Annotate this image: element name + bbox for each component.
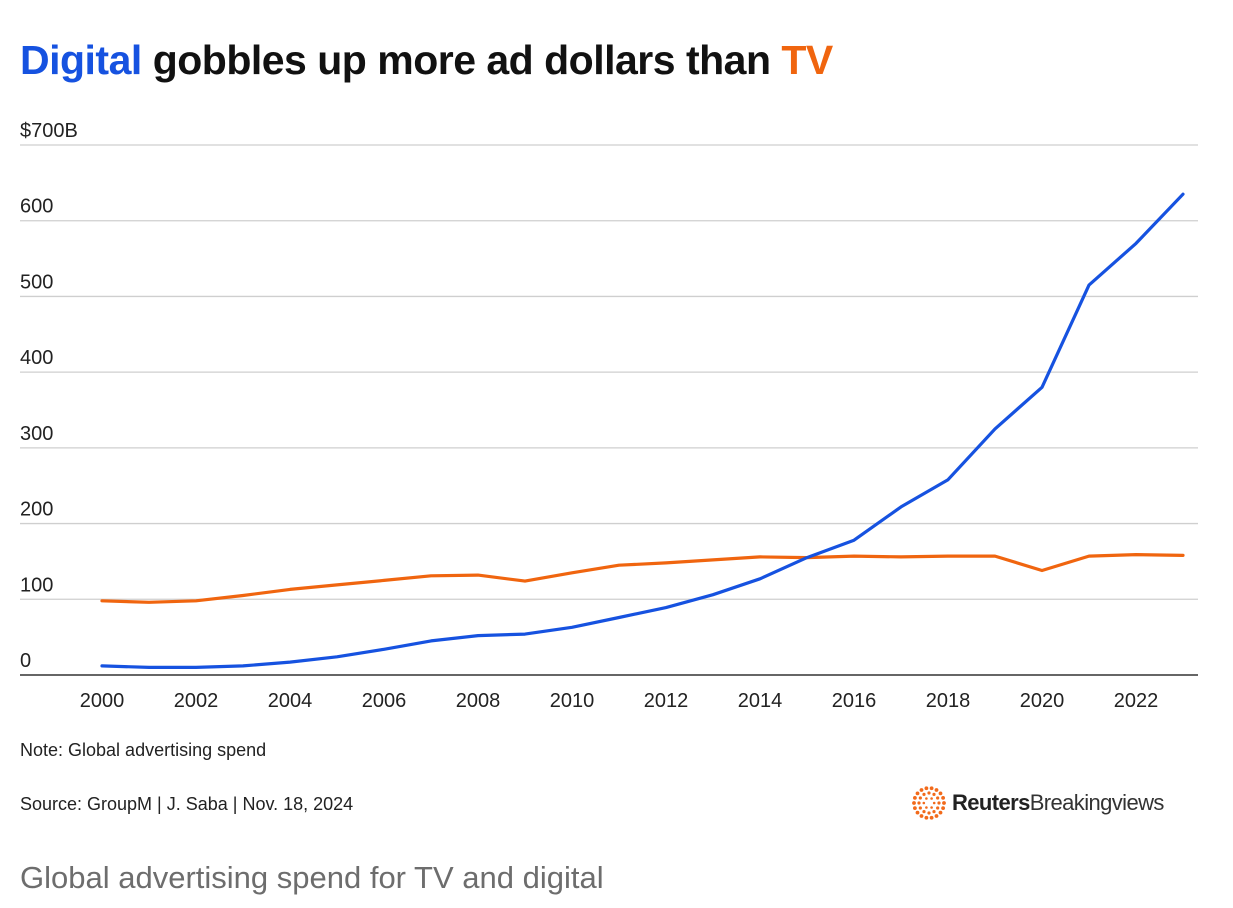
x-tick-label: 2010 [550, 690, 595, 712]
x-tick-label: 2004 [268, 690, 313, 712]
reuters-breakingviews-logo: ReutersBreakingviews [912, 786, 1164, 820]
x-tick-label: 2016 [832, 690, 877, 712]
image-caption: Global advertising spend for TV and digi… [20, 860, 604, 895]
y-tick-label: 200 [20, 499, 53, 521]
chart-note: Note: Global advertising spend [20, 740, 267, 760]
reuters-dots-logo-icon [912, 786, 946, 820]
chart-source: Source: GroupM | J. Saba | Nov. 18, 2024 [20, 794, 354, 814]
series-line-digital [100, 192, 1185, 670]
title-digital: Digital [20, 37, 142, 83]
logo-text-light: Breakingviews [1029, 790, 1165, 815]
y-tick-label: 300 [20, 423, 53, 445]
logo-text-bold: Reuters [952, 790, 1030, 815]
series-lines [100, 192, 1185, 670]
x-tick-label: 2000 [80, 690, 125, 712]
x-tick-label: 2002 [174, 690, 219, 712]
x-axis-tick-labels: 2000 2002 2004 2006 2008 2010 2012 2014 2016 2018… [80, 690, 1159, 712]
x-tick-label: 2022 [1114, 690, 1159, 712]
x-tick-label: 2014 [738, 690, 783, 712]
y-tick-label: 600 [20, 196, 53, 218]
x-tick-label: 2020 [1020, 690, 1065, 712]
series-line-tv [100, 552, 1185, 604]
title-tv: TV [781, 37, 833, 83]
x-tick-label: 2018 [926, 690, 971, 712]
y-tick-label: 100 [20, 574, 53, 596]
y-axis-tick-labels: 0 100 200 300 400 500 600 $700B [20, 120, 78, 672]
x-tick-label: 2012 [644, 690, 689, 712]
grid-lines [20, 144, 1198, 600]
y-tick-label: 0 [20, 650, 31, 672]
y-tick-label: 500 [20, 271, 53, 293]
x-tick-label: 2008 [456, 690, 501, 712]
logo-text: ReutersBreakingviews [952, 790, 1164, 816]
title-middle: gobbles up more ad dollars than [141, 37, 782, 83]
chart-title: Digital gobbles up more ad dollars than … [20, 34, 833, 86]
y-tick-label: $700B [20, 120, 78, 142]
x-tick-label: 2006 [362, 690, 407, 712]
y-tick-label: 400 [20, 347, 53, 369]
